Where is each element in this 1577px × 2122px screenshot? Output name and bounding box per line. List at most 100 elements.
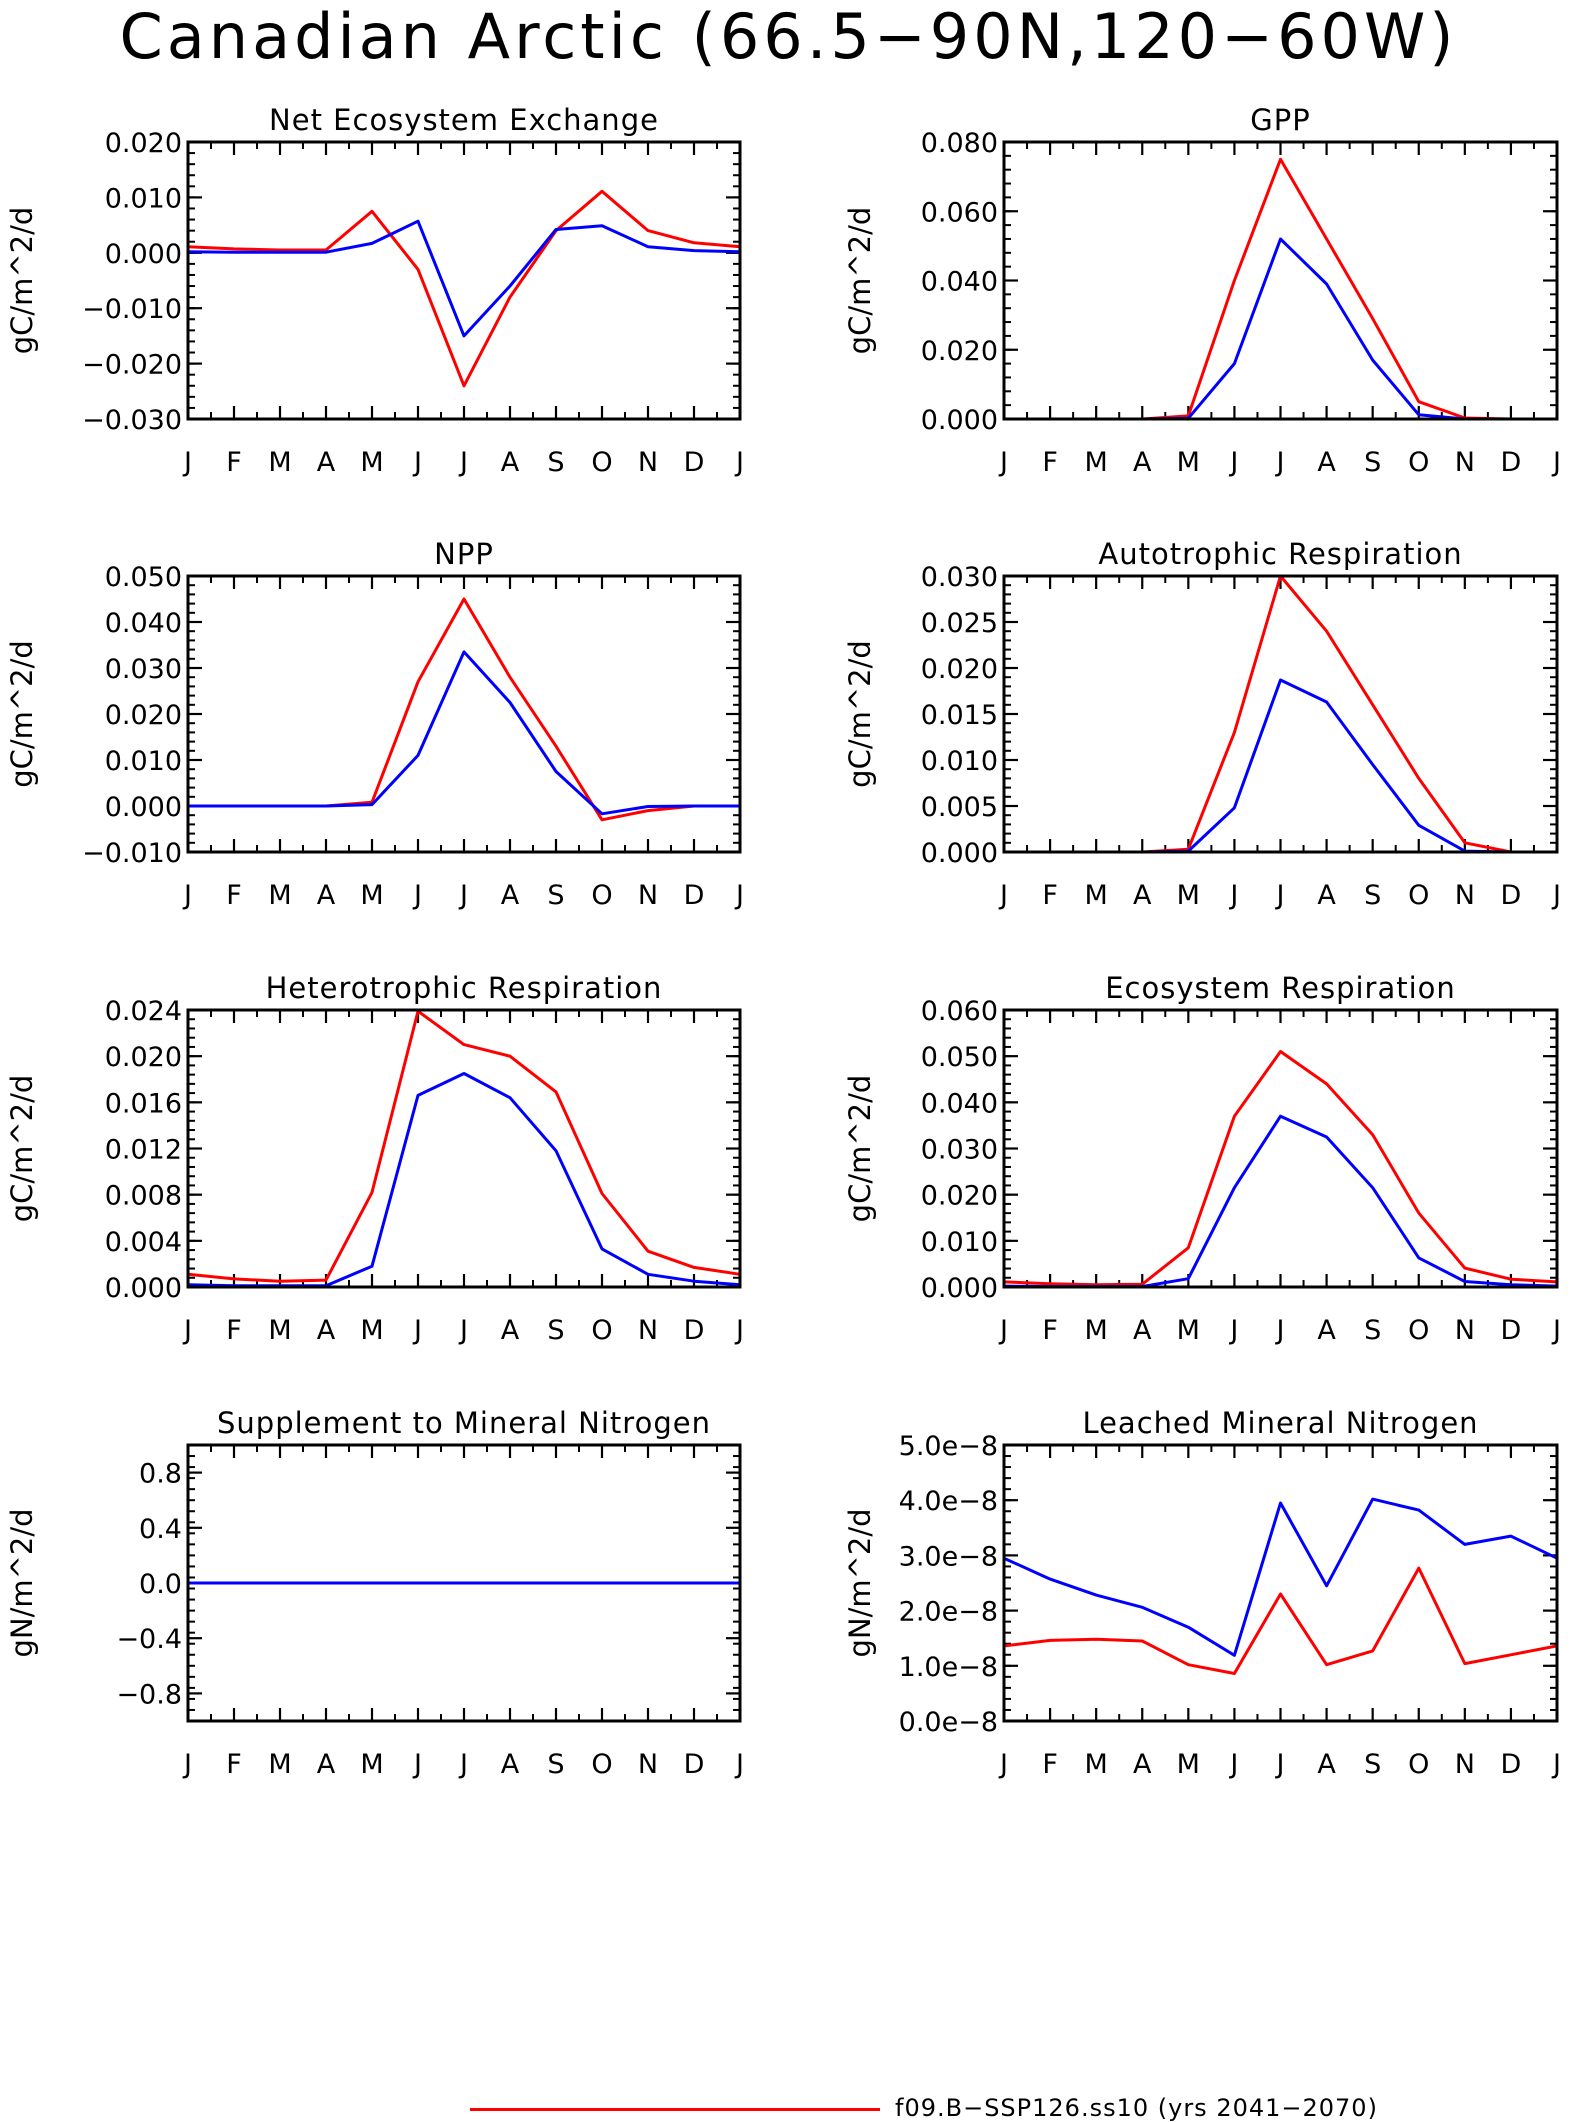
x-tick-label: O <box>1408 447 1429 478</box>
chart-panel-3: J F M A M J J A S O N D J−0.0100.0000.0100.0200.0300… <box>5 537 744 911</box>
y-tick-label: 0.4 <box>139 1514 182 1545</box>
chart-panel-5: J F M A M J J A S O N D J0.0000.0040.0080.0120.0160.… <box>5 971 744 1346</box>
x-tick-label: M <box>360 1749 383 1780</box>
y-tick-label: 0.000 <box>921 405 998 436</box>
y-tick-label: 0.020 <box>921 654 998 685</box>
x-tick-label: J <box>1275 1315 1285 1346</box>
x-tick-label: M <box>1085 447 1108 478</box>
y-tick-label: 0.000 <box>105 239 182 270</box>
y-tick-label: 0.010 <box>105 746 182 777</box>
x-tick-label: F <box>1042 447 1058 478</box>
x-tick-label: N <box>1455 880 1475 911</box>
x-tick-label: J <box>998 880 1008 911</box>
series-line-red <box>188 597 740 822</box>
y-tick-label: 0.030 <box>921 1135 998 1166</box>
x-tick-label: M <box>1177 1315 1200 1346</box>
x-tick-label: A <box>1133 1749 1152 1780</box>
y-tick-label: 5.0e−8 <box>899 1431 998 1462</box>
series-line-blue <box>1003 1114 1558 1288</box>
y-tick-label: 0.0 <box>139 1569 182 1600</box>
y-tick-label: 0.000 <box>105 1273 182 1304</box>
y-tick-label: 0.010 <box>921 1227 998 1258</box>
plot-frame <box>186 574 742 854</box>
series-line-red <box>1004 157 1557 421</box>
x-tick-label: M <box>268 1749 291 1780</box>
panel-title: Leached Mineral Nitrogen <box>1082 1406 1478 1440</box>
x-tick-label: M <box>1177 1749 1200 1780</box>
y-tick-label: 0.025 <box>921 608 998 639</box>
x-tick-label: J <box>458 1315 468 1346</box>
x-tick-label: M <box>268 880 291 911</box>
x-tick-label: O <box>1408 880 1429 911</box>
y-axis-label: gC/m^2/d <box>5 640 39 788</box>
y-tick-label: 0.060 <box>921 996 998 1027</box>
x-tick-label: J <box>998 1749 1008 1780</box>
x-tick-label: J <box>1275 447 1285 478</box>
x-tick-label: A <box>501 447 520 478</box>
panel-title: Autotrophic Respiration <box>1098 537 1462 571</box>
x-tick-label: J <box>998 1315 1008 1346</box>
y-tick-label: −0.020 <box>82 350 182 381</box>
x-tick-label: M <box>268 1315 291 1346</box>
x-tick-label: A <box>1317 880 1336 911</box>
y-tick-label: −0.030 <box>82 405 182 436</box>
x-tick-label: J <box>1551 447 1561 478</box>
x-tick-label: M <box>360 1315 383 1346</box>
series-line-blue <box>1003 1497 1558 1657</box>
x-tick-label: A <box>501 880 520 911</box>
y-axis-label: gN/m^2/d <box>843 1508 877 1657</box>
x-tick-label: N <box>638 1749 658 1780</box>
x-tick-label: S <box>547 447 564 478</box>
y-tick-label: 0.0e−8 <box>899 1707 998 1738</box>
x-tick-label: S <box>547 1749 564 1780</box>
x-tick-label: S <box>547 880 564 911</box>
legend: f09.B−SSP126.ss10 (yrs 2041−2070) <box>470 2094 1570 2122</box>
x-tick-label: A <box>1317 447 1336 478</box>
x-tick-label: J <box>1551 1315 1561 1346</box>
x-tick-label: N <box>638 880 658 911</box>
plot-frame <box>1002 1443 1559 1723</box>
y-tick-label: 0.020 <box>921 1181 998 1212</box>
x-tick-label: O <box>1408 1315 1429 1346</box>
series-line-blue <box>188 650 740 816</box>
series-line-red <box>1003 1050 1558 1287</box>
x-tick-label: J <box>458 1749 468 1780</box>
x-tick-label: J <box>1275 880 1285 911</box>
x-tick-label: F <box>1042 1749 1058 1780</box>
x-tick-label: A <box>317 880 336 911</box>
x-tick-label: J <box>734 880 744 911</box>
chart-panel-2: J F M A M J J A S O N D J0.0000.0200.0400.0600.080GP… <box>843 103 1561 478</box>
plot-frame <box>1002 140 1559 421</box>
panel-title: Supplement to Mineral Nitrogen <box>217 1406 711 1440</box>
x-tick-label: F <box>1042 1315 1058 1346</box>
x-tick-label: N <box>638 447 658 478</box>
chart-panel-1: J F M A M J J A S O N D J−0.030−0.020−0.0100.0000.01… <box>5 103 744 478</box>
chart-panel-8: J F M A M J J A S O N D J0.0e−81.0e−82.0e−83.0e−84.0… <box>843 1406 1561 1780</box>
x-tick-label: N <box>1455 447 1475 478</box>
x-tick-label: D <box>684 1315 705 1346</box>
plot-frame <box>186 140 742 421</box>
y-tick-label: 0.024 <box>105 996 182 1027</box>
x-tick-label: D <box>684 1749 705 1780</box>
x-tick-label: F <box>1042 880 1058 911</box>
x-tick-label: J <box>412 1315 422 1346</box>
x-tick-label: O <box>591 880 612 911</box>
plot-frame <box>186 1008 742 1289</box>
y-tick-label: 2.0e−8 <box>899 1597 998 1628</box>
y-tick-label: 0.000 <box>105 792 182 823</box>
x-tick-label: J <box>734 1315 744 1346</box>
y-tick-label: 0.040 <box>921 267 998 298</box>
y-tick-label: 0.060 <box>921 197 998 228</box>
x-tick-label: S <box>1364 880 1381 911</box>
x-tick-label: F <box>226 880 242 911</box>
x-tick-label: J <box>412 880 422 911</box>
legend-line-red <box>470 2108 880 2111</box>
x-tick-label: D <box>1501 880 1522 911</box>
x-tick-label: N <box>1455 1749 1475 1780</box>
x-tick-label: S <box>547 1315 564 1346</box>
y-tick-label: 0.000 <box>921 1273 998 1304</box>
x-tick-label: M <box>360 880 383 911</box>
plot-frame <box>1002 1008 1559 1289</box>
x-tick-label: M <box>1085 880 1108 911</box>
x-tick-label: A <box>1317 1749 1336 1780</box>
